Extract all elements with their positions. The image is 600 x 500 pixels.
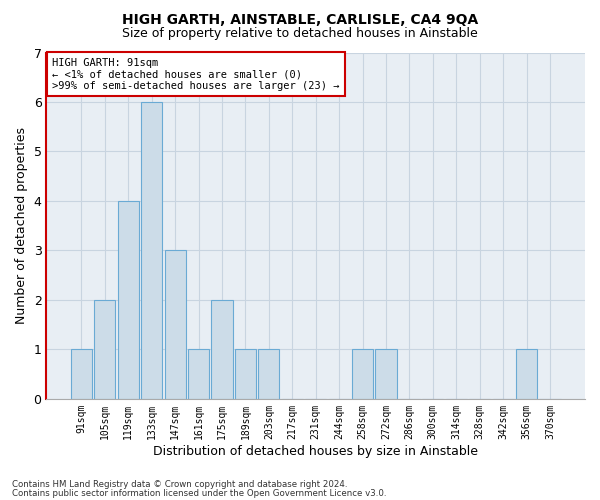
Text: Contains HM Land Registry data © Crown copyright and database right 2024.: Contains HM Land Registry data © Crown c…: [12, 480, 347, 489]
Text: HIGH GARTH: 91sqm
← <1% of detached houses are smaller (0)
>99% of semi-detached: HIGH GARTH: 91sqm ← <1% of detached hous…: [52, 58, 340, 91]
Y-axis label: Number of detached properties: Number of detached properties: [15, 127, 28, 324]
X-axis label: Distribution of detached houses by size in Ainstable: Distribution of detached houses by size …: [153, 444, 478, 458]
Text: Contains public sector information licensed under the Open Government Licence v3: Contains public sector information licen…: [12, 489, 386, 498]
Text: HIGH GARTH, AINSTABLE, CARLISLE, CA4 9QA: HIGH GARTH, AINSTABLE, CARLISLE, CA4 9QA: [122, 12, 478, 26]
Bar: [141, 102, 162, 399]
Bar: [235, 350, 256, 399]
Bar: [352, 350, 373, 399]
Bar: [164, 250, 185, 399]
Bar: [211, 300, 233, 399]
Bar: [516, 350, 537, 399]
Bar: [71, 350, 92, 399]
Bar: [118, 201, 139, 399]
Bar: [259, 350, 280, 399]
Bar: [94, 300, 115, 399]
Text: Size of property relative to detached houses in Ainstable: Size of property relative to detached ho…: [122, 28, 478, 40]
Bar: [376, 350, 397, 399]
Bar: [188, 350, 209, 399]
